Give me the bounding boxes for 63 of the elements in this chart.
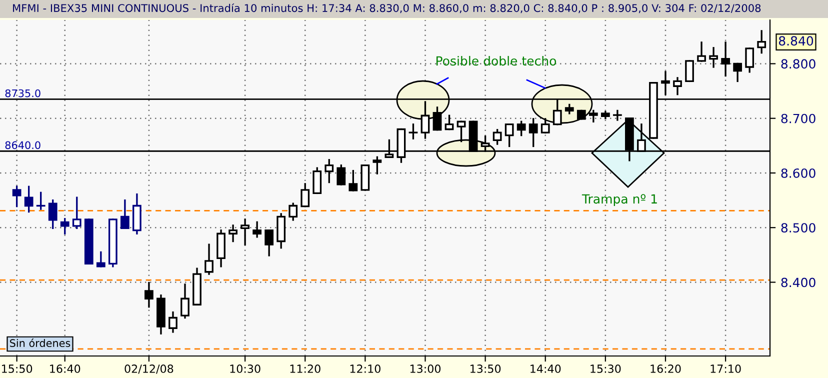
candlestick (312, 167, 322, 194)
chart-title: MFMI - IBEX35 MINI CONTINUOUS - Intradía 10 minutos H: 17:34 A: 8.830,0 M: 8.860,0 m: 8.820,0 C: 8.840,0 P : 8.905,0 V: 304 F: 02/12/2008 (13, 3, 761, 14)
candlestick (348, 170, 358, 192)
x-tick-label: 10:30 (230, 364, 260, 373)
text: 8.840 (778, 36, 814, 46)
candlestick (745, 48, 754, 73)
candlestick (613, 110, 622, 121)
y-tick-label: 8.400 (781, 278, 816, 288)
candlestick (180, 284, 190, 319)
candlestick (516, 120, 526, 136)
annotation: Trampa nº 1 (582, 194, 657, 206)
candlestick (661, 71, 670, 96)
candlestick (408, 124, 418, 140)
candlestick (36, 192, 46, 210)
candlestick (72, 196, 82, 229)
candlestick (336, 164, 346, 186)
x-tick-label: 16:40 (50, 364, 80, 373)
x-tick-label: 17:10 (710, 364, 741, 373)
candlestick (24, 186, 34, 213)
candlestick (757, 30, 766, 54)
candlestick (144, 282, 154, 308)
candlestick (240, 218, 250, 246)
x-tick-label: 15:30 (590, 364, 621, 373)
candlestick (528, 118, 538, 148)
candlestick (228, 224, 238, 242)
x-tick-label: 13:50 (470, 364, 501, 373)
candlestick (12, 186, 22, 208)
candlestick (300, 183, 310, 208)
candlestick (168, 311, 178, 333)
candlestick (264, 230, 274, 256)
candlestick (204, 244, 214, 275)
candlestick (721, 42, 730, 77)
y-tick-label: 8.700 (781, 114, 816, 124)
candlestick (733, 62, 742, 82)
y-tick-label: 8.800 (781, 59, 816, 69)
candlestick (709, 47, 718, 68)
x-tick-label: 16:20 (650, 364, 681, 373)
candlestick (48, 199, 58, 229)
candlestick (673, 77, 682, 96)
x-tick-label: 02/12/08 (124, 364, 174, 374)
ref-line-label: 8640.0 (5, 141, 40, 150)
candlestick (492, 128, 502, 145)
annotation: Posible doble techo (436, 56, 556, 66)
candlestick (60, 218, 70, 234)
candlestick (697, 42, 706, 62)
annotation: Sin órdenes (10, 338, 70, 348)
candlestick (504, 124, 514, 148)
candlestick (96, 251, 106, 268)
x-tick-label: 11:20 (290, 364, 320, 373)
candlestick (324, 159, 334, 184)
candlestick (120, 199, 130, 229)
y-tick-label: 8.600 (781, 168, 816, 178)
y-tick-label: 8.500 (781, 223, 816, 233)
candlestick (372, 156, 382, 174)
candlestick (685, 60, 694, 82)
ref-line-label: 8735.0 (5, 89, 40, 98)
candlestick (444, 114, 454, 130)
candlestick (288, 202, 298, 221)
x-tick-label: 14:40 (530, 364, 561, 373)
x-tick-label: 15:50 (2, 364, 32, 373)
x-tick-label: 12:10 (350, 364, 380, 373)
candlestick (252, 221, 262, 238)
x-tick-label: 13:00 (410, 364, 441, 373)
